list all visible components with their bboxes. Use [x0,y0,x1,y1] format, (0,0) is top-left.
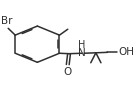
Text: N: N [78,48,86,58]
Text: H: H [78,40,86,50]
Text: OH: OH [118,47,134,57]
Text: O: O [64,67,72,77]
Text: Br: Br [1,16,13,26]
